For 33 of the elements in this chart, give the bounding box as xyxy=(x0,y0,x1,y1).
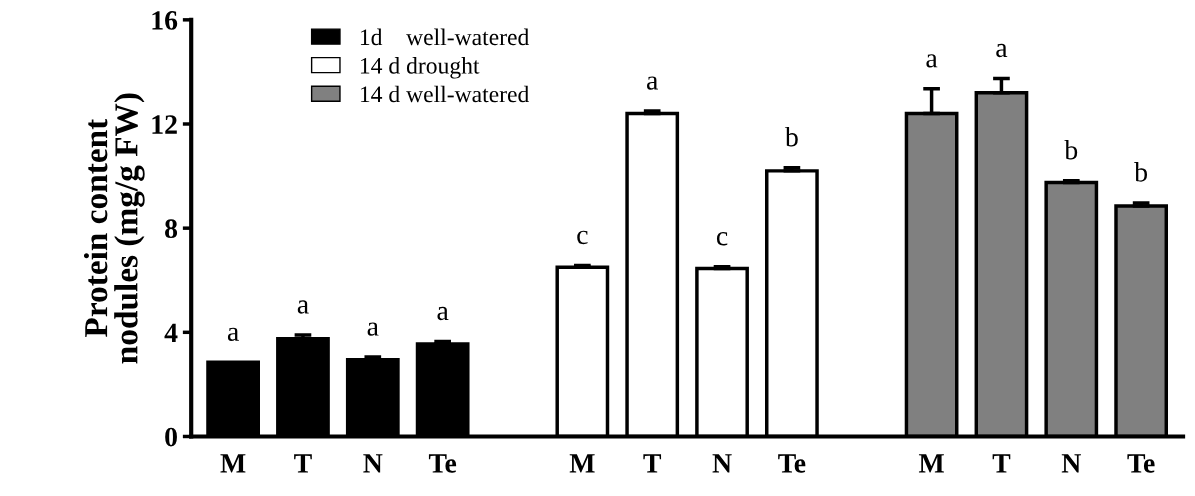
data-label: a xyxy=(227,327,239,341)
x-tick-label: Te xyxy=(428,454,457,473)
y-axis-title: Protein content nodules (mg/g FW) xyxy=(83,93,145,364)
data-label: c xyxy=(577,230,588,245)
x-tick-label: Te xyxy=(1127,454,1155,473)
data-label: a xyxy=(996,43,1008,58)
y-tick-label: 16 xyxy=(152,11,178,30)
data-label: a xyxy=(297,300,309,314)
x-tick-label: N xyxy=(1061,454,1081,473)
x-tick-label: T xyxy=(992,454,1011,473)
data-label: c xyxy=(716,232,728,246)
data-label: a xyxy=(437,306,449,321)
data-label: b xyxy=(784,126,798,147)
y-tick-label: 4 xyxy=(164,323,178,342)
x-tick-label: Te xyxy=(778,454,806,473)
data-label: b xyxy=(1064,139,1078,160)
data-label: b xyxy=(1134,162,1148,182)
legend-label: 14 d well-watered xyxy=(360,85,530,103)
data-label: a xyxy=(926,54,938,68)
x-tick-label: N xyxy=(712,454,732,473)
x-tick-label: T xyxy=(643,454,662,473)
y-tick-label: 0 xyxy=(165,427,177,447)
x-tick-label: T xyxy=(294,454,312,473)
x-tick-label: M xyxy=(918,454,944,473)
legend-label: 14 d drought xyxy=(360,57,480,79)
x-tick-label: N xyxy=(363,454,383,473)
x-tick-label: M xyxy=(569,454,595,473)
legend-label: 1d well-watered xyxy=(360,28,530,46)
x-tick-label: M xyxy=(220,454,246,473)
data-label: a xyxy=(647,76,658,90)
y-tick-label: 8 xyxy=(165,219,178,239)
data-label: a xyxy=(367,322,379,336)
y-tick-label: 12 xyxy=(152,115,177,134)
